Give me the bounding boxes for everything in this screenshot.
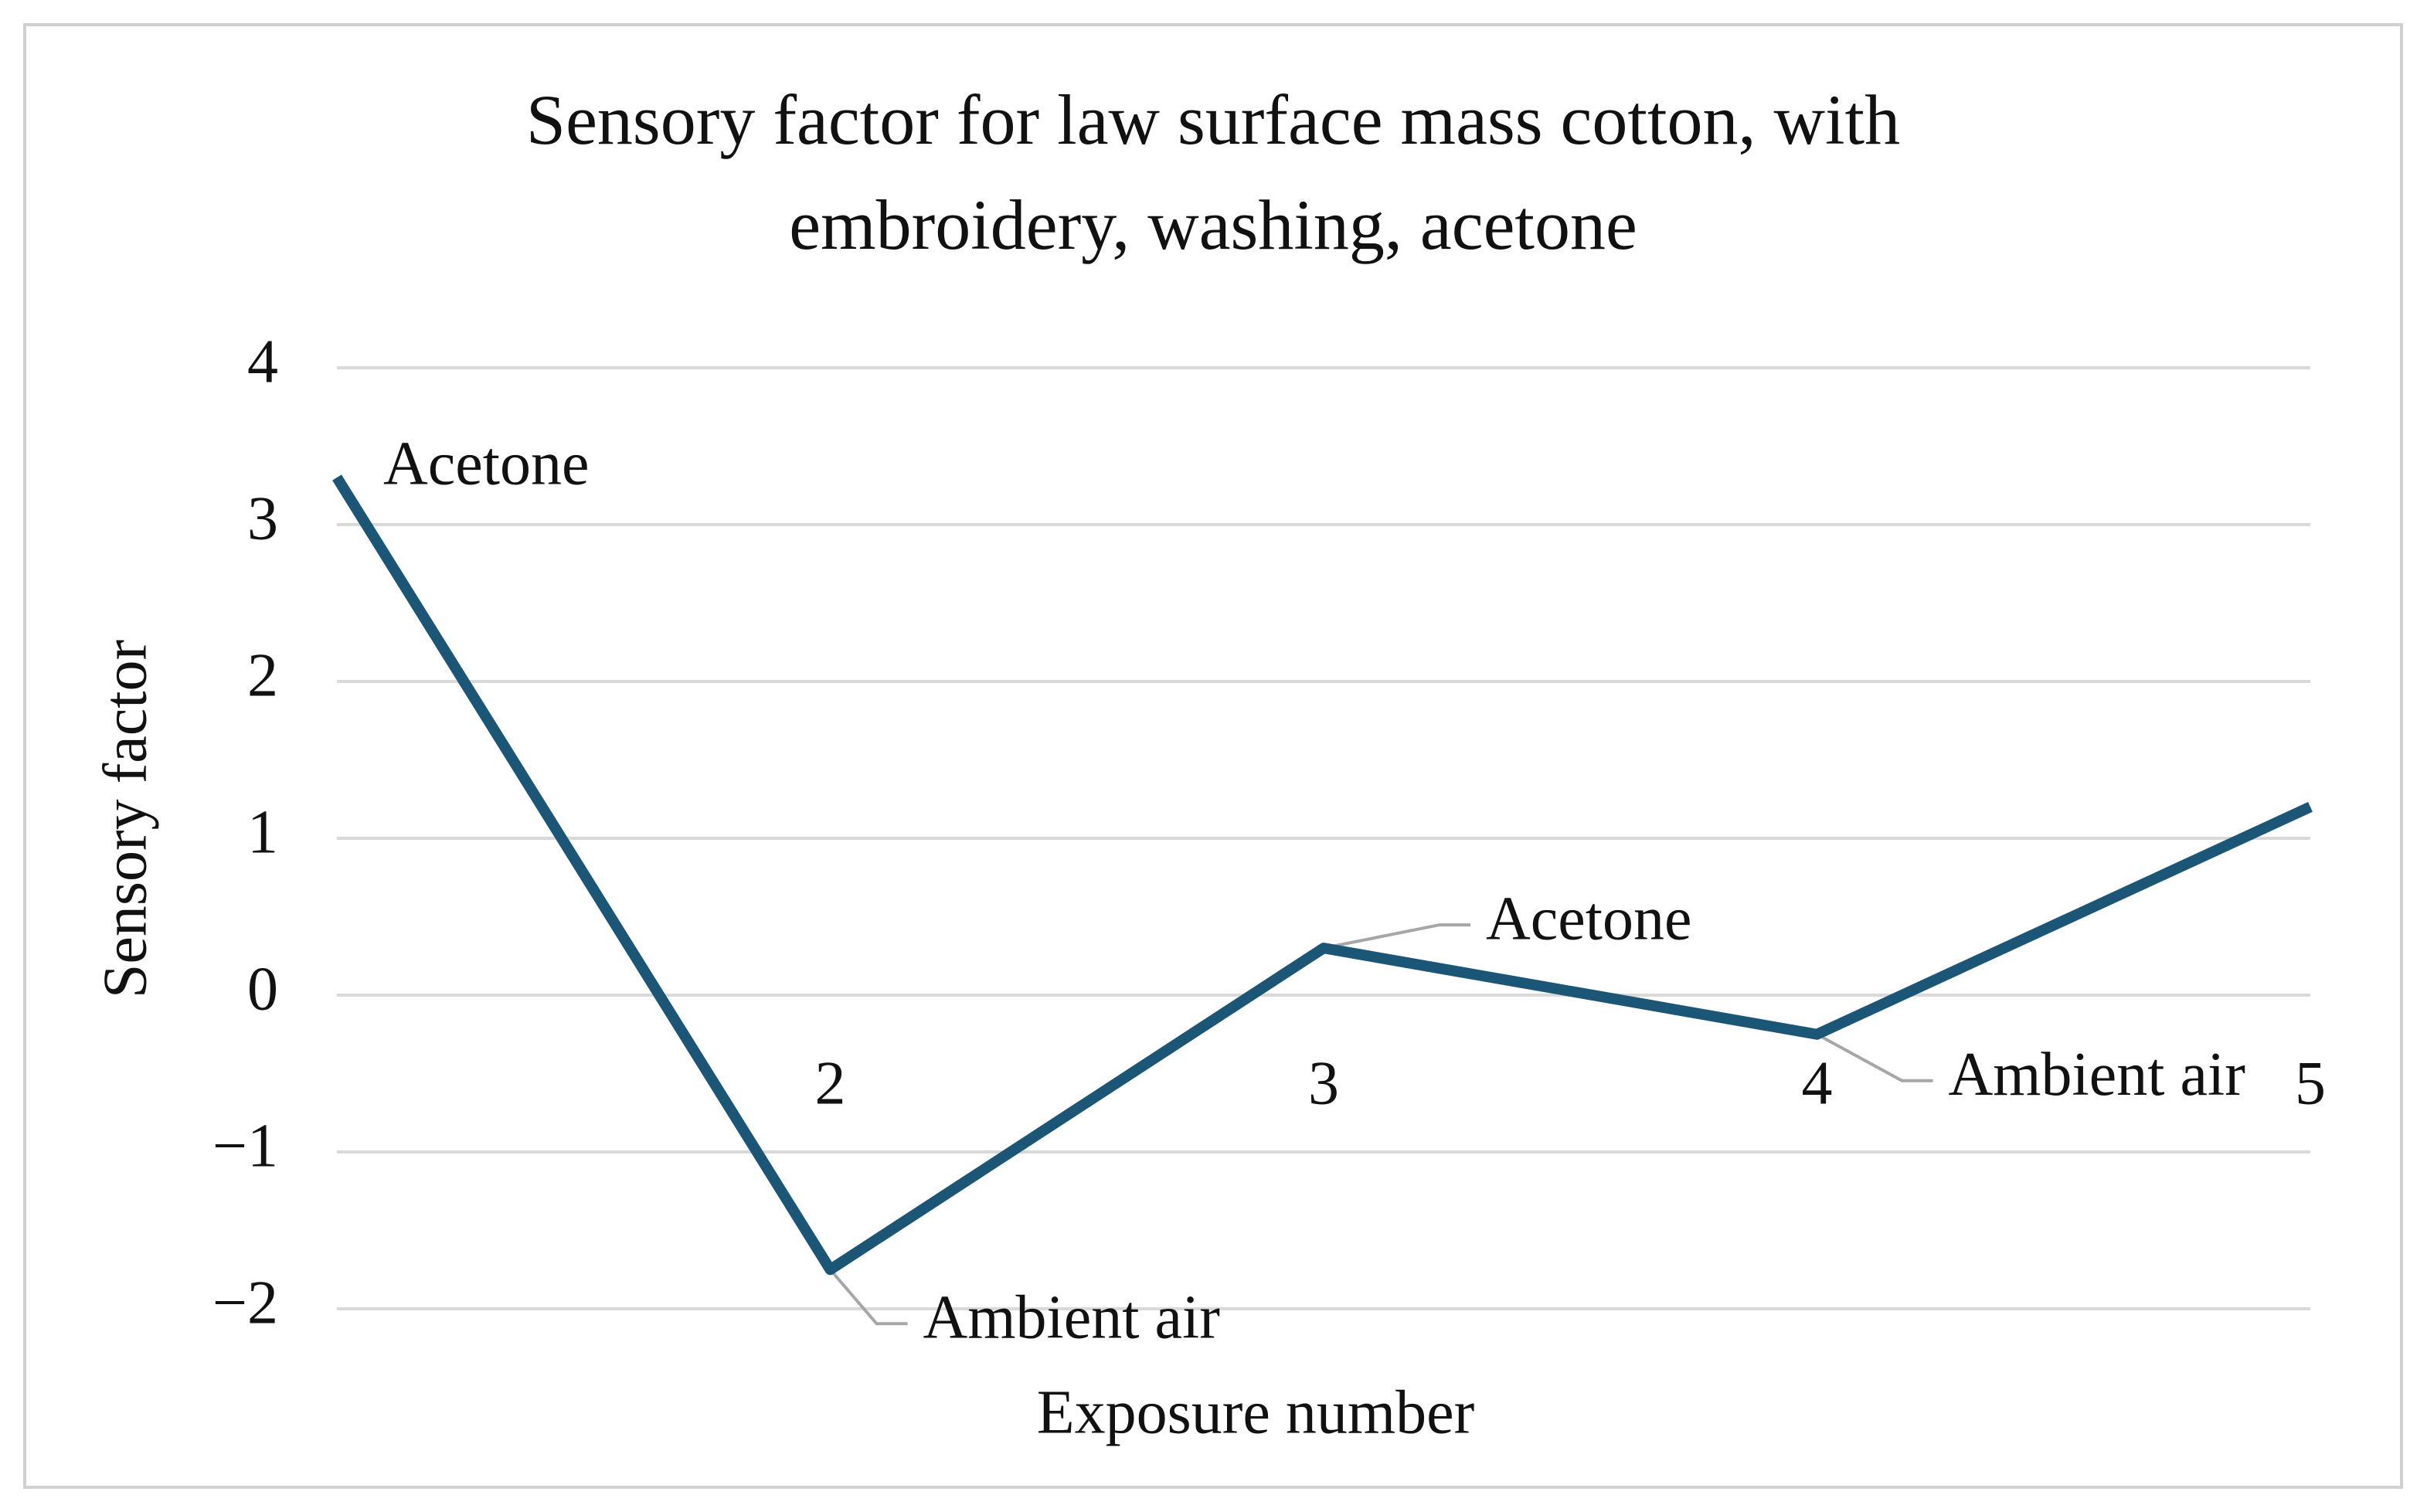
x-tick-label: 2 bbox=[815, 1049, 846, 1117]
leader-line bbox=[1816, 1032, 1933, 1082]
y-tick-label: −2 bbox=[212, 1269, 278, 1337]
chart-border bbox=[23, 23, 2403, 1489]
leader-line bbox=[1323, 923, 1470, 950]
x-tick-label: 3 bbox=[1308, 1049, 1339, 1117]
x-tick-label: 5 bbox=[2295, 1049, 2326, 1117]
data-label: Acetone bbox=[383, 430, 590, 498]
y-tick-label: 0 bbox=[247, 955, 278, 1023]
y-axis-title: Sensory factor bbox=[91, 640, 159, 998]
y-tick-label: 1 bbox=[247, 798, 278, 866]
data-label: Ambient air bbox=[923, 1284, 1220, 1352]
y-tick-label: 2 bbox=[247, 641, 278, 709]
data-label: Acetone bbox=[1486, 885, 1692, 953]
y-tick-label: 3 bbox=[247, 484, 278, 552]
x-tick-label: 4 bbox=[1802, 1049, 1833, 1117]
leader-line bbox=[828, 1268, 908, 1326]
series-line bbox=[332, 474, 2313, 1276]
data-label: Ambient air bbox=[1949, 1041, 2245, 1109]
x-axis-title: Exposure number bbox=[1037, 1378, 1475, 1446]
y-tick-label: 4 bbox=[247, 328, 278, 396]
y-tick-label: −1 bbox=[212, 1112, 278, 1180]
chart-title: Sensory factor for law surface mass cott… bbox=[526, 80, 1900, 264]
